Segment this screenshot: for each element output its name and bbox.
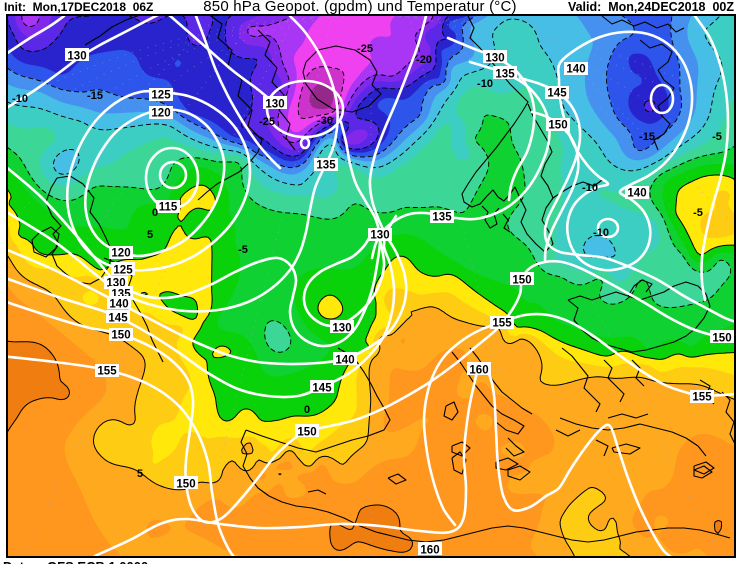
svg-text:150: 150 [712,333,731,345]
svg-text:120: 120 [111,248,130,260]
svg-text:150: 150 [297,427,316,439]
svg-text:140: 140 [335,355,354,367]
svg-text:135: 135 [495,69,515,81]
svg-text:0: 0 [304,404,310,416]
svg-text:135: 135 [316,160,336,172]
svg-text:130: 130 [67,51,86,63]
svg-text:145: 145 [312,383,332,395]
svg-text:145: 145 [108,313,128,325]
svg-text:160: 160 [420,545,439,557]
svg-text:-10: -10 [477,78,493,90]
svg-text:-15: -15 [87,90,103,102]
svg-text:Valid: Mon,24DEC2018 00Z: Valid: Mon,24DEC2018 00Z [568,0,734,14]
svg-text:115: 115 [159,202,178,214]
svg-text:130: 130 [332,323,351,335]
svg-text:850 hPa Geopot. (gpdm) und Tem: 850 hPa Geopot. (gpdm) und Temperatur (°… [203,0,516,15]
svg-text:155: 155 [492,318,512,330]
svg-text:120: 120 [151,108,170,120]
svg-text:Daten: GFS ECB 1.0000: Daten: GFS ECB 1.0000 [3,559,148,564]
svg-text:-5: -5 [238,244,248,256]
svg-text:155: 155 [692,392,712,404]
svg-text:5: 5 [137,468,143,480]
svg-text:Init: Mon,17DEC2018 06Z: Init: Mon,17DEC2018 06Z [4,0,153,14]
svg-text:130: 130 [265,99,284,111]
svg-text:5: 5 [147,229,153,241]
svg-text:150: 150 [548,120,567,132]
svg-text:130: 130 [485,53,504,65]
svg-text:-25: -25 [357,43,373,55]
svg-text:0: 0 [152,207,158,219]
svg-text:150: 150 [512,275,531,287]
svg-text:-15: -15 [639,131,655,143]
svg-text:130: 130 [370,230,389,242]
svg-text:140: 140 [109,299,128,311]
svg-text:-10: -10 [582,182,598,194]
svg-text:-20: -20 [416,54,432,66]
svg-text:155: 155 [97,366,117,378]
svg-text:-10: -10 [12,93,28,105]
svg-text:140: 140 [566,64,585,76]
svg-text:-10: -10 [593,227,609,239]
svg-text:150: 150 [111,330,130,342]
svg-text:135: 135 [432,212,452,224]
svg-text:150: 150 [176,479,195,491]
svg-text:125: 125 [113,265,133,277]
svg-text:-30: -30 [317,115,333,127]
svg-text:140: 140 [627,188,646,200]
svg-text:-5: -5 [712,131,722,143]
svg-text:125: 125 [151,90,171,102]
svg-text:-5: -5 [693,207,703,219]
svg-text:160: 160 [469,365,488,377]
svg-text:145: 145 [547,88,567,100]
svg-text:-25: -25 [259,116,275,128]
